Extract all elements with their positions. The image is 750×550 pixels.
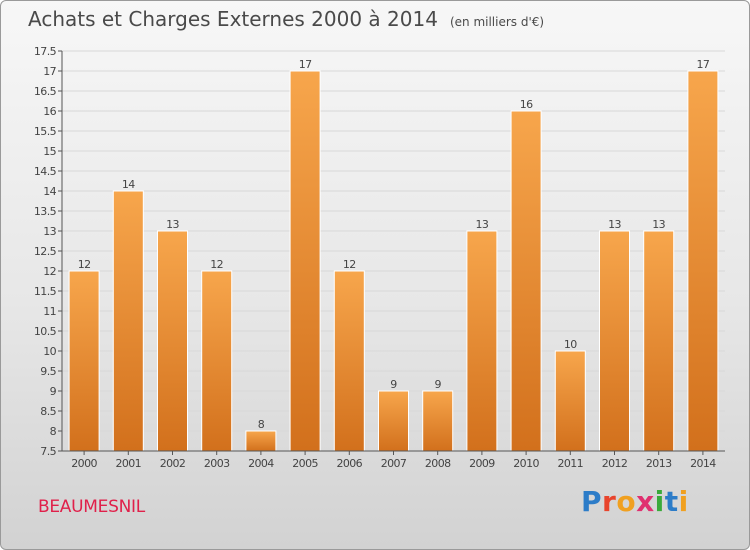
bar: [599, 230, 630, 452]
bar-value-label: 9: [434, 378, 441, 391]
bar: [201, 270, 233, 452]
bar-value-label: 12: [210, 258, 223, 271]
bar-value-label: 17: [299, 58, 312, 71]
bar: [687, 70, 719, 452]
bar-value-label: 9: [390, 378, 397, 391]
y-tick-label: 15: [43, 145, 56, 158]
chart-title-block: Achats et Charges Externes 2000 à 2014 (e…: [28, 7, 544, 31]
y-tick-label: 12.5: [34, 245, 57, 258]
commune-name: BEAUMESNIL: [38, 497, 145, 517]
y-tick-label: 14.5: [34, 165, 57, 178]
y-tick-label: 16.5: [34, 85, 57, 98]
bar-value-label: 16: [520, 98, 533, 111]
bar: [68, 270, 100, 452]
brand-letter: P: [581, 485, 603, 518]
bar: [554, 350, 586, 452]
bar-value-label: 12: [343, 258, 356, 271]
x-tick-label: 2005: [292, 457, 318, 470]
bar: [112, 190, 144, 452]
brand-logo: Proxiti: [581, 485, 689, 518]
y-tick-label: 10.5: [34, 325, 57, 338]
bar: [157, 230, 188, 452]
x-tick-label: 2000: [71, 457, 97, 470]
y-tick-label: 17: [43, 65, 56, 78]
bar-value-label: 13: [166, 218, 179, 231]
brand-letter: r: [602, 485, 617, 518]
bar: [643, 230, 675, 452]
x-tick-label: 2009: [469, 457, 495, 470]
bar: [333, 270, 365, 452]
y-tick-label: 15.5: [34, 125, 57, 138]
chart-unit: (en milliers d'€): [449, 15, 545, 29]
brand-letter: x: [636, 485, 655, 518]
bar: [466, 230, 498, 452]
bar: [245, 430, 277, 452]
bar-value-label: 13: [608, 218, 621, 231]
bar-value-label: 13: [652, 218, 665, 231]
x-tick-label: 2003: [204, 457, 230, 470]
x-tick-label: 2004: [248, 457, 274, 470]
y-tick-label: 17.5: [34, 45, 57, 58]
bar: [422, 390, 454, 452]
y-tick-label: 10: [43, 345, 56, 358]
x-tick-label: 2007: [381, 457, 407, 470]
brand-letter: o: [616, 485, 637, 518]
bar-value-label: 13: [475, 218, 488, 231]
y-tick-label: 13: [43, 225, 56, 238]
y-tick-label: 14: [43, 185, 56, 198]
bar-value-label: 12: [78, 258, 91, 271]
y-tick-label: 11: [43, 305, 56, 318]
x-tick-label: 2006: [336, 457, 362, 470]
x-tick-label: 2013: [646, 457, 672, 470]
y-tick-label: 11.5: [34, 285, 57, 298]
y-tick-label: 16: [43, 105, 56, 118]
y-tick-label: 8: [50, 425, 57, 438]
brand-letter: i: [654, 485, 665, 518]
bar: [378, 390, 409, 452]
y-tick-label: 8.5: [40, 405, 56, 418]
brand-letter: i: [678, 485, 689, 518]
chart-title: Achats et Charges Externes 2000 à 2014: [28, 7, 438, 31]
x-tick-label: 2011: [557, 457, 583, 470]
brand-letter: t: [664, 485, 679, 518]
x-tick-label: 2001: [115, 457, 141, 470]
y-tick-label: 12: [43, 265, 56, 278]
bar-value-label: 8: [258, 418, 265, 431]
bar-value-label: 10: [564, 338, 577, 351]
y-tick-label: 9: [50, 385, 57, 398]
x-tick-label: 2010: [513, 457, 539, 470]
bar: [289, 70, 321, 452]
x-tick-label: 2012: [602, 457, 628, 470]
x-tick-label: 2002: [160, 457, 186, 470]
bar-value-label: 17: [696, 58, 709, 71]
y-tick-label: 9.5: [40, 365, 56, 378]
x-tick-label: 2008: [425, 457, 451, 470]
y-tick-label: 13.5: [34, 205, 57, 218]
x-tick-label: 2014: [690, 457, 716, 470]
y-tick-label: 7.5: [40, 445, 56, 458]
bar: [510, 110, 542, 452]
bar-value-label: 14: [122, 178, 135, 191]
